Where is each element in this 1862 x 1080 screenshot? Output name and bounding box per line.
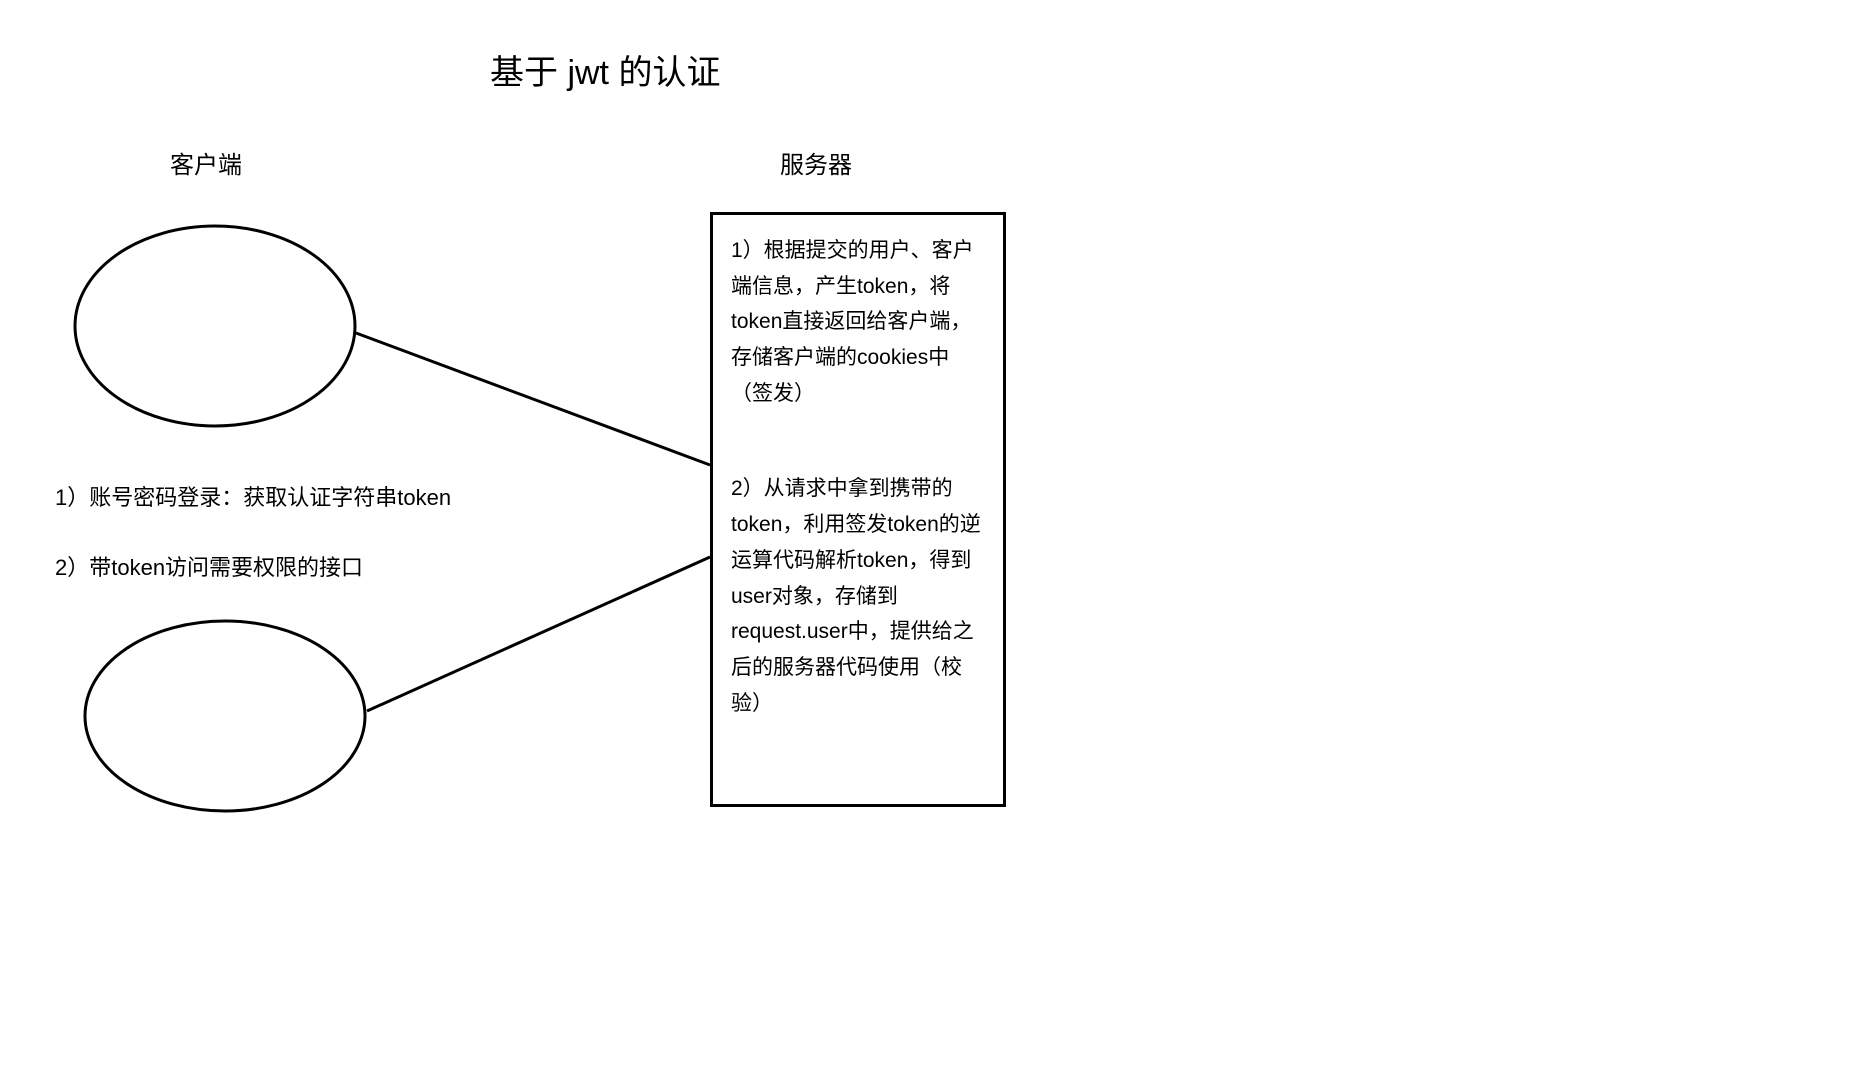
edge-1 — [356, 333, 710, 465]
diagram-shapes — [0, 0, 1862, 1080]
client-ellipse-2 — [85, 621, 365, 811]
client-ellipse-1 — [75, 226, 355, 426]
edge-2 — [367, 557, 710, 711]
